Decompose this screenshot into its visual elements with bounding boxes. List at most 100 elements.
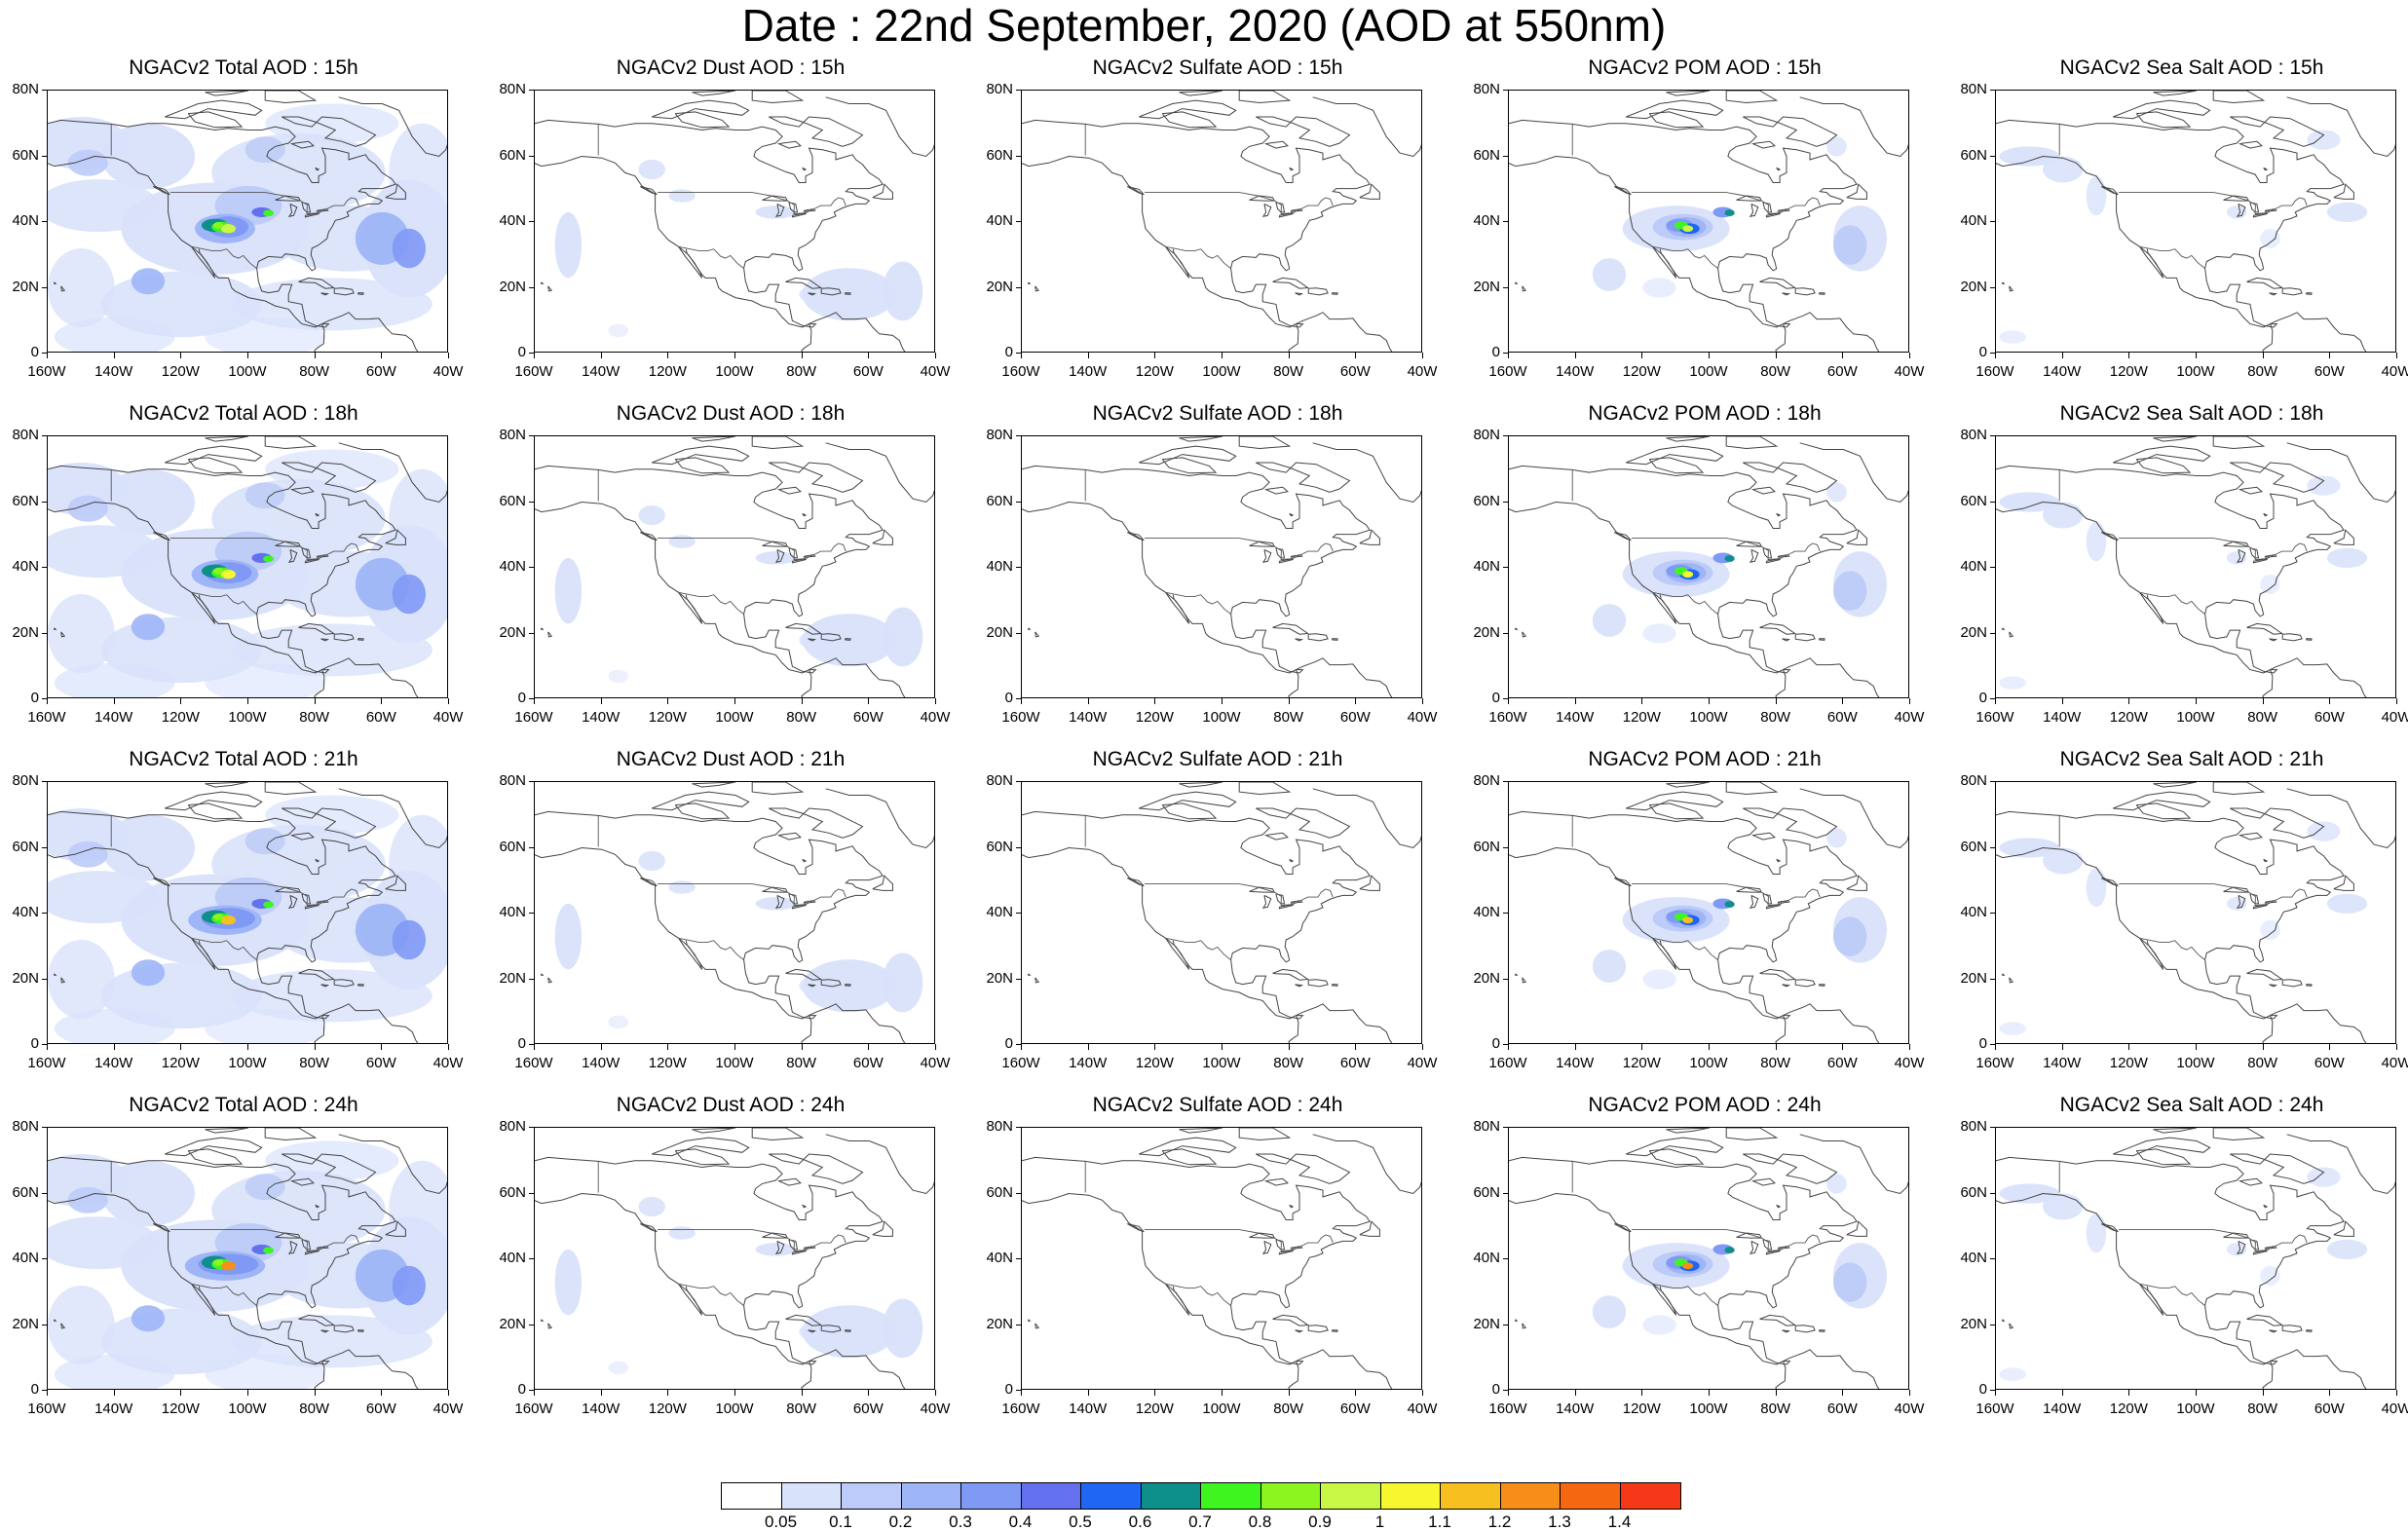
lon-tick-label: 60W bbox=[852, 709, 884, 726]
coastline bbox=[357, 984, 364, 987]
lon-tick bbox=[381, 353, 383, 358]
map-panel-seasalt: NGACv2 Sea Salt AOD : 18h 80N 60N 40N 20N 0 16… bbox=[1948, 402, 2408, 738]
lat-tick bbox=[529, 353, 535, 354]
coastline bbox=[820, 1325, 842, 1333]
map-frame bbox=[534, 435, 935, 698]
aod-shade bbox=[2086, 867, 2107, 908]
coastline bbox=[2269, 638, 2278, 642]
coastline bbox=[769, 116, 864, 147]
lon-tick-label: 80W bbox=[1760, 1055, 1791, 1071]
coastline bbox=[2263, 512, 2269, 517]
coastline bbox=[803, 899, 816, 904]
coastline bbox=[1256, 807, 1351, 839]
lat-tick bbox=[42, 913, 48, 914]
country-border bbox=[678, 937, 744, 960]
coastline bbox=[321, 1349, 419, 1389]
coastline bbox=[2252, 903, 2268, 910]
lon-tick-label: 120W bbox=[1135, 1400, 1174, 1417]
coastline bbox=[788, 202, 799, 213]
lat-tick bbox=[529, 221, 535, 222]
lon-tick-label: 140W bbox=[582, 709, 621, 726]
coastline bbox=[802, 167, 808, 171]
lat-tick-label: 0 bbox=[1004, 344, 1013, 360]
coastline bbox=[289, 832, 316, 840]
lon-tick-label: 80W bbox=[786, 363, 817, 380]
lat-tick bbox=[529, 1390, 535, 1391]
lon-tick-label: 140W bbox=[1069, 1055, 1108, 1071]
map-frame bbox=[1995, 1127, 2396, 1390]
coastline bbox=[1777, 1245, 1790, 1250]
lon-tick-label: 140W bbox=[1069, 363, 1108, 380]
coastline bbox=[1027, 627, 1032, 631]
coastline bbox=[2139, 1284, 2164, 1316]
lon-tick-label: 80W bbox=[299, 709, 330, 726]
lat-tick-label: 80N bbox=[1960, 81, 1987, 97]
lat-tick-label: 60N bbox=[12, 492, 39, 509]
coastline bbox=[304, 903, 320, 910]
aod-field bbox=[1999, 821, 2368, 1035]
aod-shade bbox=[638, 504, 665, 526]
aod-shade bbox=[220, 915, 236, 925]
aod-shade bbox=[755, 897, 796, 911]
lon-tick bbox=[1574, 1044, 1576, 1050]
lon-tick-label: 80W bbox=[1760, 363, 1791, 380]
lon-tick bbox=[2061, 353, 2063, 358]
lat-tick bbox=[42, 286, 48, 288]
coastline bbox=[1996, 810, 2345, 1020]
lon-tick-label: 60W bbox=[1339, 1400, 1371, 1417]
lat-tick-label: 0 bbox=[1004, 1035, 1013, 1052]
aod-shade bbox=[231, 1315, 433, 1368]
lon-tick bbox=[1222, 1390, 1223, 1396]
lon-tick-label: 160W bbox=[27, 709, 66, 726]
lon-tick-label: 160W bbox=[1001, 1400, 1040, 1417]
panel-title: NGACv2 Sulfate AOD : 24h bbox=[1092, 1094, 1343, 1116]
lon-tick-label: 160W bbox=[1975, 1055, 2014, 1071]
colorbar-swatch bbox=[1620, 1483, 1680, 1509]
coastline bbox=[1736, 1232, 1763, 1239]
coastline bbox=[321, 1003, 419, 1043]
lon-tick bbox=[667, 698, 669, 704]
country-border bbox=[191, 591, 257, 615]
lon-tick-label: 120W bbox=[161, 709, 200, 726]
aod-shade bbox=[2326, 202, 2368, 222]
aod-shade bbox=[2043, 502, 2084, 529]
coastline bbox=[674, 803, 731, 820]
map-panel-seasalt: NGACv2 Sea Salt AOD : 15h 80N 60N 40N 20N 0 16… bbox=[1948, 56, 2408, 392]
lon-tick-label: 80W bbox=[1273, 363, 1304, 380]
colorbar-label: 1 bbox=[1374, 1512, 1385, 1531]
lon-tick bbox=[534, 698, 535, 704]
coastline bbox=[1238, 782, 1292, 796]
lon-tick bbox=[801, 1044, 803, 1050]
lat-tick bbox=[1503, 353, 1509, 354]
coastline bbox=[1278, 211, 1294, 218]
lon-tick bbox=[600, 698, 602, 704]
map-frame bbox=[47, 1127, 448, 1390]
colorbar-label: 0.9 bbox=[1308, 1512, 1332, 1531]
coastline bbox=[1161, 1148, 1218, 1166]
coastline bbox=[1509, 1156, 1858, 1365]
lon-tick bbox=[1775, 1390, 1777, 1396]
coastline bbox=[48, 846, 322, 1020]
coastline bbox=[678, 1284, 703, 1316]
country-border bbox=[678, 591, 744, 615]
map-canvas bbox=[1022, 436, 1421, 697]
country-border bbox=[678, 245, 744, 269]
coastline bbox=[1238, 436, 1292, 450]
coastline bbox=[1126, 186, 1145, 196]
coastline bbox=[2139, 938, 2164, 970]
lat-tick-label: 80N bbox=[12, 1118, 39, 1135]
map-panel-pom: NGACv2 POM AOD : 18h 80N 60N 40N 20N 0 160W 140… bbox=[1461, 402, 1948, 738]
aod-shade bbox=[1682, 225, 1694, 233]
coastline bbox=[1996, 119, 2345, 328]
coastline bbox=[1290, 899, 1303, 904]
lat-tick bbox=[1503, 698, 1509, 699]
lat-tick bbox=[529, 1127, 535, 1128]
country-border bbox=[658, 538, 847, 561]
coastline bbox=[1652, 246, 1677, 279]
lon-tick-label: 140W bbox=[1556, 1055, 1595, 1071]
map-canvas bbox=[1996, 91, 2395, 352]
coastline bbox=[287, 1240, 298, 1255]
lon-tick bbox=[1087, 698, 1089, 704]
lon-tick bbox=[1709, 1044, 1710, 1050]
coastline bbox=[1272, 277, 1310, 289]
